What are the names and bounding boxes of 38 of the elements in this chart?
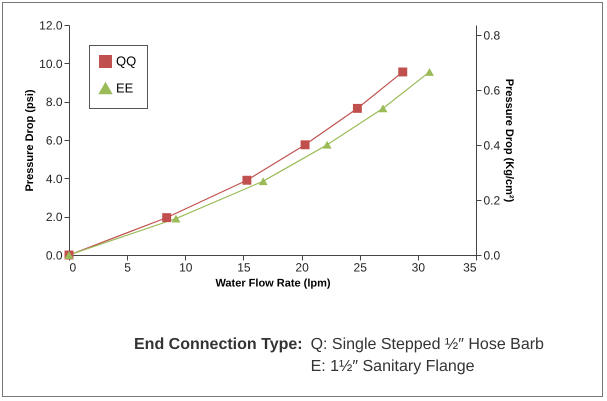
- y2-tick-label: 0.6: [484, 83, 501, 98]
- y-tick-label: 12.0: [39, 18, 63, 32]
- legend-label: QQ: [116, 54, 136, 68]
- x-tick-label: 20: [295, 260, 310, 274]
- y2-axis-title: Pressure Drop (Kg/cm²): [503, 78, 516, 203]
- x-tick-label: 10: [179, 260, 193, 274]
- x-tick-label: 0: [70, 260, 76, 274]
- point: [258, 177, 268, 186]
- x-tick-label: 15: [237, 260, 251, 274]
- y-tick-label: 8.0: [46, 95, 63, 110]
- text: Q: Single Stepped ½″ Hose Barb: [310, 336, 544, 354]
- y-tick-label: 10.0: [39, 56, 63, 71]
- y2-tick-label: 0.8: [484, 28, 501, 42]
- point: [378, 104, 388, 112]
- point: [352, 104, 362, 113]
- y2-tick-label: 0.2: [484, 193, 501, 208]
- y2-tick-label: 0.0: [484, 248, 501, 262]
- y-tick-label: 4.0: [46, 172, 63, 186]
- y-tick-label: 6.0: [46, 134, 63, 148]
- text: E: 1½″ Sanitary Flange: [310, 358, 476, 376]
- point: [300, 140, 310, 150]
- y2-tick-label: 0.4: [484, 138, 501, 152]
- x-tick-label: 5: [124, 260, 132, 274]
- x-tick-label: 30: [412, 260, 426, 274]
- x-tick-label: 25: [354, 260, 368, 274]
- point: [162, 213, 172, 222]
- y-tick-label: 0.0: [46, 248, 63, 262]
- point: [425, 68, 434, 76]
- x-axis-title: Water Flow Rate (lpm): [215, 278, 331, 290]
- point: [242, 176, 252, 185]
- point: [172, 214, 180, 222]
- point: [322, 140, 332, 149]
- y-tick-label: 2.0: [46, 210, 63, 224]
- y-axis-title: Pressure Drop (psi): [24, 89, 36, 192]
- x-tick-label: 35: [463, 260, 477, 274]
- legend-label: EE: [116, 80, 134, 96]
- text: End Connection Type:: [134, 336, 303, 354]
- point: [398, 67, 408, 76]
